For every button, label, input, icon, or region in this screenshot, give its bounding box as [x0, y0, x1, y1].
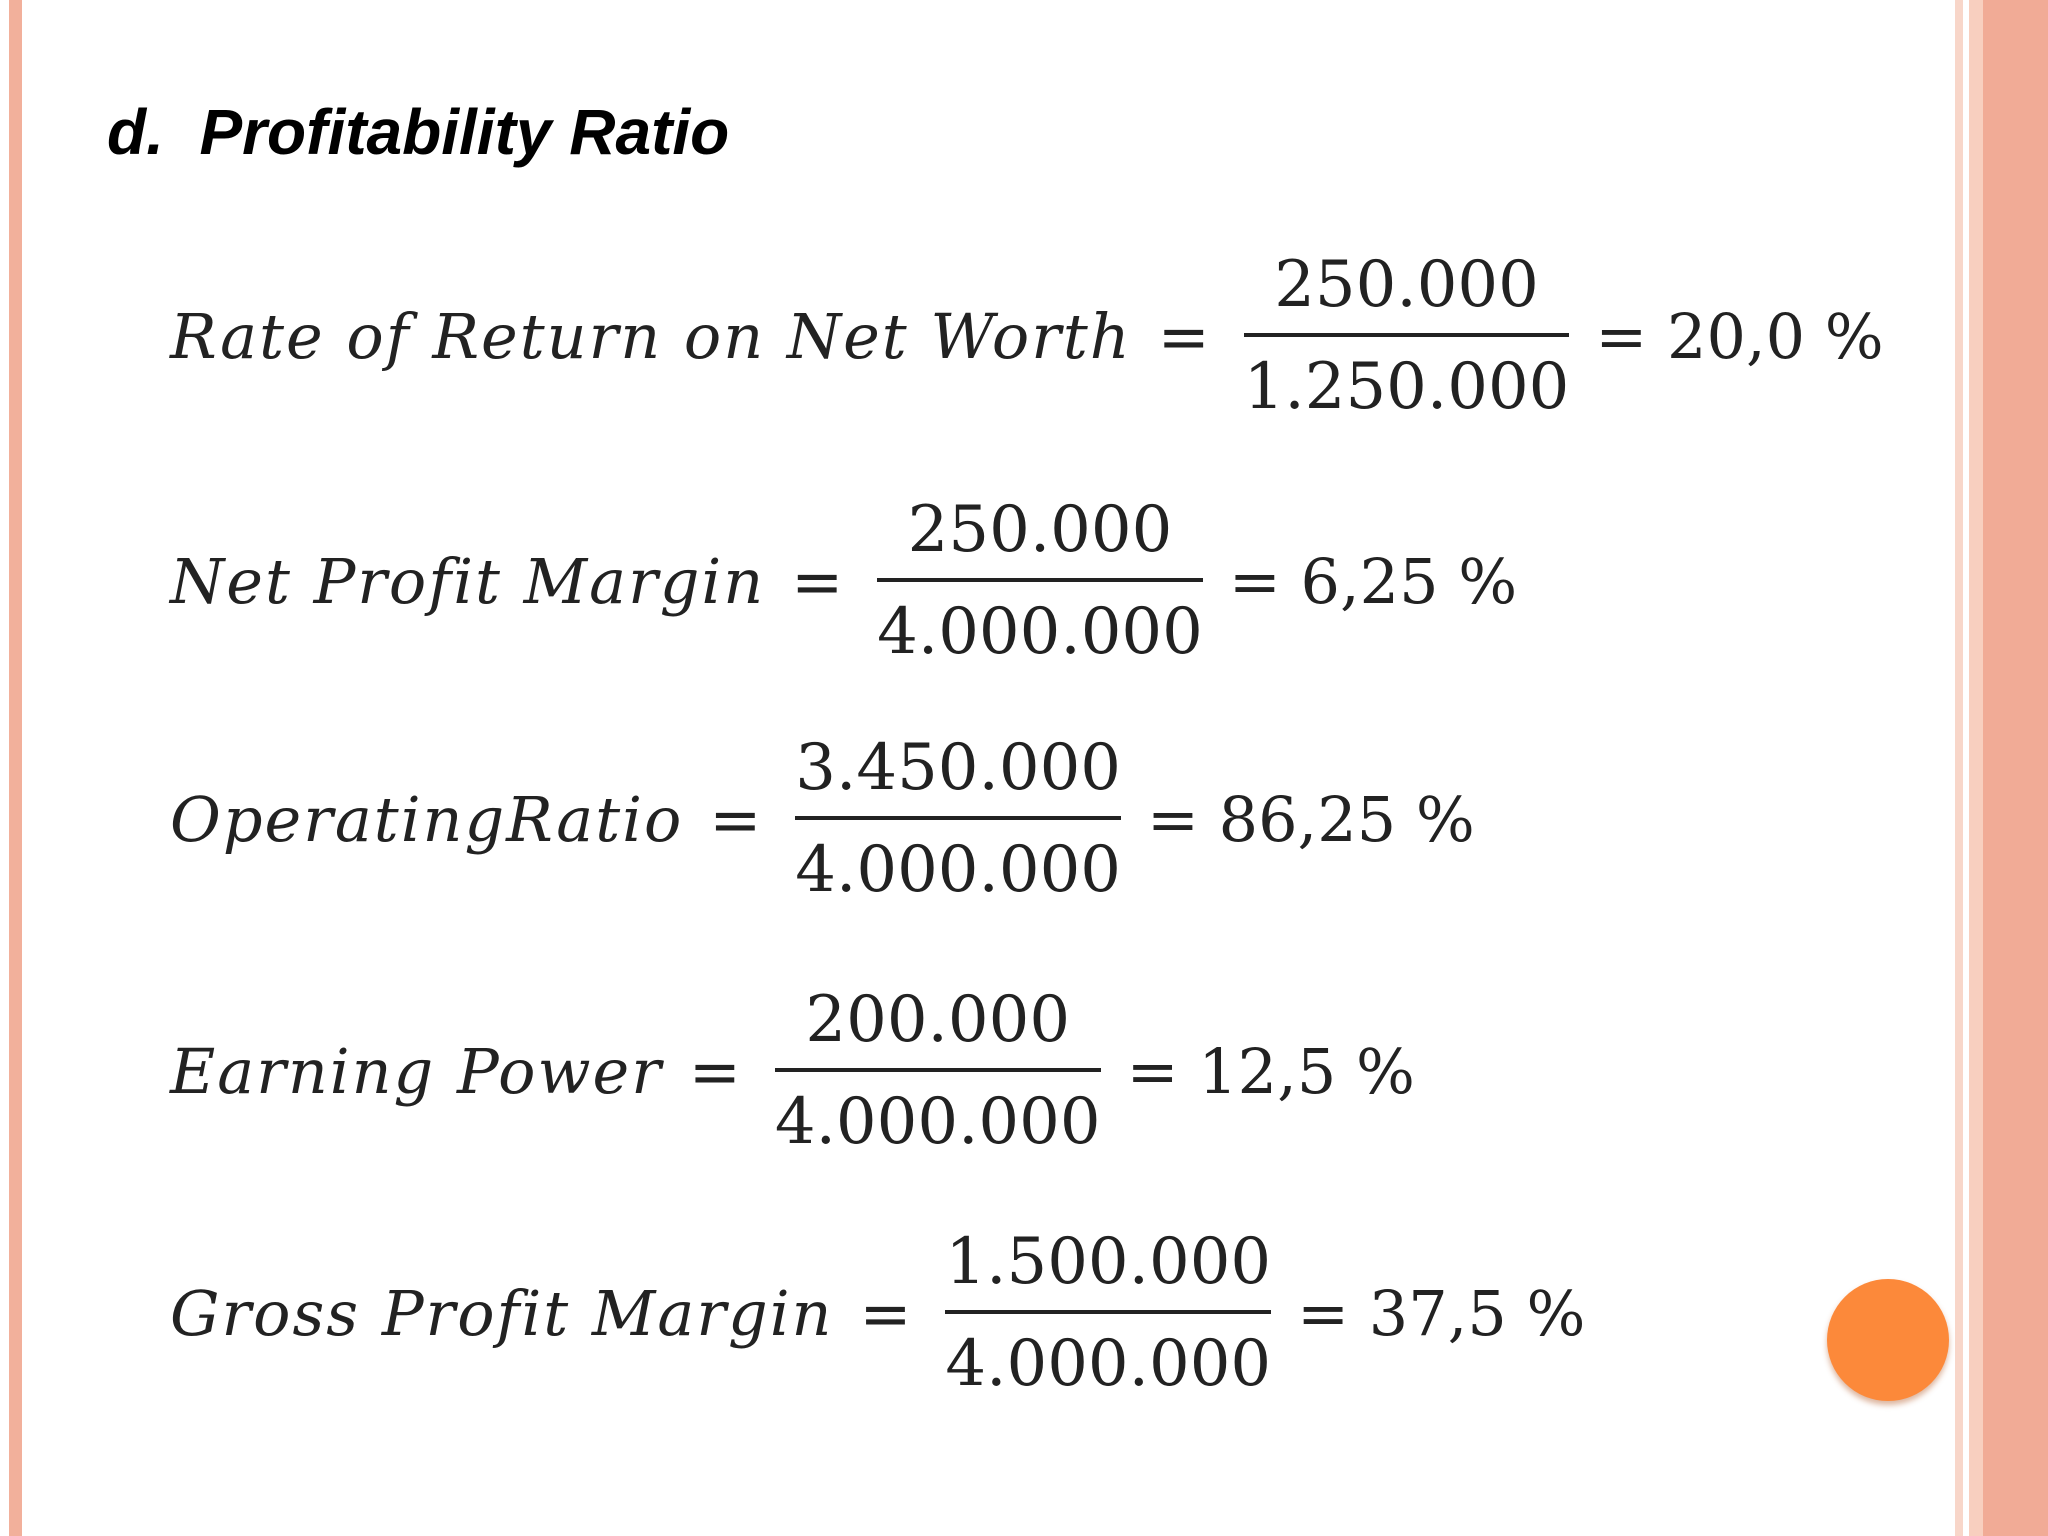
fraction-bar: [795, 816, 1121, 820]
result: = 37,5 %: [1297, 1276, 1586, 1350]
formula-operating-ratio: OperatingRatio = 3.450.000 4.000.000 = 8…: [170, 728, 1475, 910]
fraction: 250.000 4.000.000: [869, 490, 1211, 672]
orange-circle-decoration: [1827, 1279, 1949, 1401]
result: = 20,0 %: [1595, 299, 1884, 373]
equals-sign: =: [688, 1034, 741, 1108]
left-border-stripe: [9, 0, 22, 1536]
fraction-bar: [1243, 333, 1570, 337]
fraction-bar: [877, 578, 1203, 582]
fraction-bar: [945, 1310, 1272, 1314]
numerator: 1.500.000: [945, 1225, 1272, 1299]
right-border-gap: [1963, 0, 1969, 1536]
formula-net-profit-margin: Net Profit Margin = 250.000 4.000.000 = …: [170, 490, 1517, 672]
denominator: 4.000.000: [774, 1085, 1101, 1159]
right-border-stripe: [1955, 0, 1963, 1536]
formula-label: Net Profit Margin: [170, 544, 766, 618]
denominator: 1.250.000: [1243, 350, 1570, 424]
numerator: 3.450.000: [795, 731, 1121, 805]
result: = 86,25 %: [1147, 782, 1475, 856]
fraction-bar: [774, 1068, 1101, 1072]
formula-label: Earning Power: [170, 1034, 663, 1108]
formula-label: OperatingRatio: [170, 782, 684, 856]
formula-rate-of-return: Rate of Return on Net Worth = 250.000 1.…: [170, 245, 1884, 427]
formula-label: Rate of Return on Net Worth: [170, 299, 1132, 373]
denominator: 4.000.000: [877, 595, 1203, 669]
numerator: 250.000: [907, 493, 1173, 567]
numerator: 200.000: [805, 983, 1071, 1057]
formula-gross-profit-margin: Gross Profit Margin = 1.500.000 4.000.00…: [170, 1222, 1585, 1404]
formula-label: Gross Profit Margin: [170, 1276, 834, 1350]
fraction: 3.450.000 4.000.000: [787, 728, 1129, 910]
right-border-band: [1983, 0, 2048, 1536]
slide-title: d. Profitability Ratio: [107, 96, 730, 168]
result: = 6,25 %: [1228, 544, 1518, 618]
equals-sign: =: [791, 544, 844, 618]
equals-sign: =: [709, 782, 762, 856]
formula-earning-power: Earning Power = 200.000 4.000.000 = 12,5…: [170, 980, 1415, 1162]
fraction: 200.000 4.000.000: [767, 980, 1109, 1162]
denominator: 4.000.000: [945, 1327, 1272, 1401]
fraction: 250.000 1.250.000: [1236, 245, 1578, 427]
right-border-stripe: [1969, 0, 1983, 1536]
result: = 12,5 %: [1126, 1034, 1415, 1108]
denominator: 4.000.000: [795, 833, 1121, 907]
fraction: 1.500.000 4.000.000: [937, 1222, 1279, 1404]
equals-sign: =: [859, 1276, 912, 1350]
equals-sign: =: [1157, 299, 1210, 373]
numerator: 250.000: [1274, 248, 1539, 322]
